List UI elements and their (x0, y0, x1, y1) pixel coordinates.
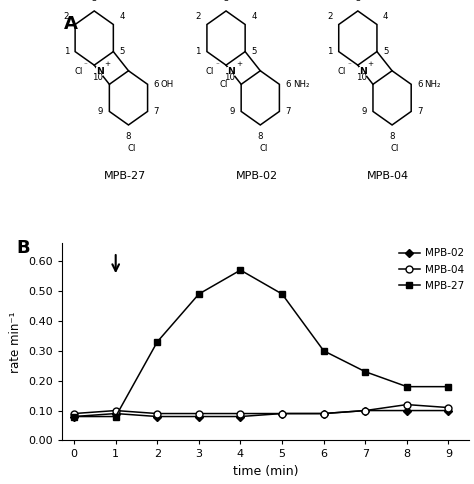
Y-axis label: rate min⁻¹: rate min⁻¹ (9, 311, 22, 373)
Text: 5: 5 (251, 47, 257, 56)
Text: B: B (17, 239, 30, 257)
Text: 8: 8 (257, 133, 263, 141)
Text: Cl: Cl (259, 144, 267, 152)
Text: MPB-27: MPB-27 (103, 171, 146, 181)
MPB-04 (196, 410, 202, 416)
Line: MPB-27: MPB-27 (71, 267, 452, 420)
MPB-02 (71, 414, 77, 420)
MPB-27 (446, 384, 451, 390)
Text: OH: OH (161, 80, 174, 89)
MPB-04 (363, 408, 368, 413)
Text: 2: 2 (195, 12, 201, 21)
Text: Cl: Cl (206, 67, 214, 76)
Text: 9: 9 (362, 107, 367, 116)
Text: 1: 1 (327, 47, 333, 56)
Text: 10: 10 (92, 73, 103, 82)
Text: +: + (368, 61, 374, 67)
Text: NH₂: NH₂ (425, 80, 441, 89)
Text: Cl: Cl (391, 144, 399, 152)
Text: +: + (104, 61, 110, 67)
Text: 6: 6 (154, 80, 159, 89)
MPB-04 (446, 405, 451, 410)
MPB-27 (363, 369, 368, 375)
Text: 9: 9 (98, 107, 103, 116)
MPB-04 (155, 410, 160, 416)
MPB-02 (404, 408, 410, 413)
Text: A: A (64, 15, 78, 33)
MPB-27 (155, 339, 160, 345)
MPB-02 (363, 408, 368, 413)
Text: 3: 3 (355, 0, 361, 3)
Text: N: N (228, 67, 235, 76)
Text: 2: 2 (327, 12, 333, 21)
Text: Cl: Cl (337, 67, 346, 76)
Text: 6: 6 (285, 80, 291, 89)
Text: 8: 8 (389, 133, 395, 141)
MPB-02 (279, 410, 285, 416)
Text: 1: 1 (195, 47, 201, 56)
Text: NH₂: NH₂ (293, 80, 309, 89)
MPB-04 (404, 402, 410, 408)
Text: 3: 3 (91, 0, 97, 3)
Text: ⁻: ⁻ (215, 62, 219, 68)
Text: 4: 4 (383, 12, 389, 21)
Text: Cl: Cl (128, 144, 136, 152)
Text: MPB-04: MPB-04 (367, 171, 410, 181)
Text: 2: 2 (64, 12, 69, 21)
Text: Cl: Cl (74, 67, 82, 76)
MPB-27 (196, 291, 202, 297)
Text: ⁻: ⁻ (83, 62, 87, 68)
Text: 6: 6 (417, 80, 423, 89)
MPB-04 (279, 410, 285, 416)
MPB-27 (71, 414, 77, 420)
Text: 7: 7 (417, 107, 423, 116)
MPB-04 (71, 410, 77, 416)
Text: 10: 10 (356, 73, 367, 82)
Text: ⁻: ⁻ (347, 62, 351, 68)
MPB-04 (237, 410, 243, 416)
MPB-27 (321, 348, 327, 354)
Text: 9: 9 (230, 107, 235, 116)
MPB-27 (237, 267, 243, 273)
Text: 3: 3 (223, 0, 229, 3)
Text: 4: 4 (251, 12, 257, 21)
Text: 1: 1 (64, 47, 69, 56)
MPB-27 (404, 384, 410, 390)
Text: 4: 4 (119, 12, 125, 21)
Text: 5: 5 (383, 47, 389, 56)
MPB-02 (113, 410, 118, 416)
Text: 10: 10 (224, 73, 235, 82)
Legend: MPB-02, MPB-04, MPB-27: MPB-02, MPB-04, MPB-27 (399, 248, 464, 291)
Text: N: N (96, 67, 103, 76)
Line: MPB-02: MPB-02 (71, 408, 452, 420)
MPB-02 (155, 414, 160, 420)
X-axis label: time (min): time (min) (233, 465, 298, 478)
MPB-02 (196, 414, 202, 420)
Text: +: + (236, 61, 242, 67)
MPB-02 (237, 414, 243, 420)
Text: 5: 5 (119, 47, 125, 56)
MPB-02 (446, 408, 451, 413)
Text: 7: 7 (154, 107, 159, 116)
MPB-27 (279, 291, 285, 297)
Text: Cl: Cl (219, 80, 228, 89)
Text: MPB-02: MPB-02 (236, 171, 278, 181)
MPB-27 (113, 414, 118, 420)
MPB-04 (321, 410, 327, 416)
Line: MPB-04: MPB-04 (71, 401, 452, 417)
MPB-02 (321, 410, 327, 416)
MPB-04 (113, 408, 118, 413)
Text: N: N (359, 67, 367, 76)
Text: 7: 7 (285, 107, 291, 116)
Text: 8: 8 (126, 133, 131, 141)
